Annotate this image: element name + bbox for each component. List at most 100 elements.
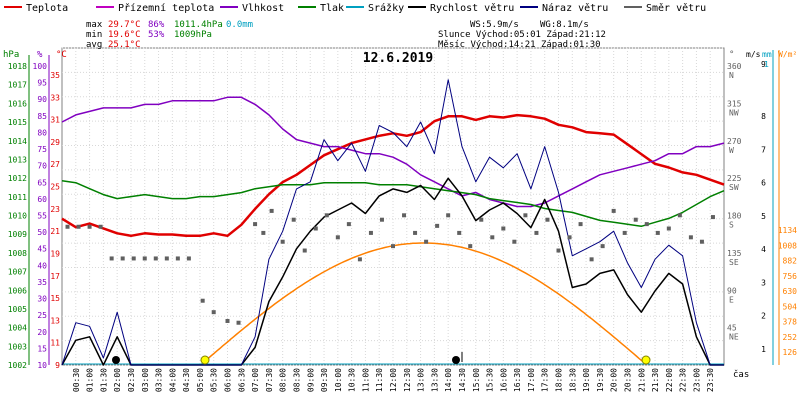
tick-pct: 55 bbox=[37, 212, 47, 221]
tick-x: 00:30 bbox=[72, 368, 81, 392]
tick-wm: 882 bbox=[783, 257, 798, 266]
tick-pct: 30 bbox=[37, 295, 47, 304]
point-smer-vetru bbox=[226, 319, 230, 323]
tick-x: 01:30 bbox=[99, 368, 108, 392]
tick-dir-label: E bbox=[729, 295, 734, 304]
tick-x: 15:00 bbox=[472, 368, 481, 392]
tick-pct: 60 bbox=[37, 195, 47, 204]
point-smer-vetru bbox=[623, 231, 627, 235]
tick-pct: 80 bbox=[37, 128, 47, 137]
tick-dir-label: SE bbox=[729, 258, 739, 267]
tick-wm: 1008 bbox=[778, 241, 797, 250]
tick-dir-deg: 315 bbox=[727, 99, 742, 108]
tick-c: 31 bbox=[50, 116, 60, 125]
point-smer-vetru bbox=[380, 218, 384, 222]
tick-hpa: 1012 bbox=[8, 174, 27, 183]
point-smer-vetru bbox=[121, 256, 125, 260]
tick-x: 15:30 bbox=[486, 368, 495, 392]
legend-label-smer-vetru: Směr větru bbox=[646, 2, 706, 14]
tick-x: 16:30 bbox=[513, 368, 522, 392]
legend-label-tlak: Tlak bbox=[320, 3, 344, 14]
tick-c: 13 bbox=[50, 316, 60, 325]
tick-x: 05:00 bbox=[196, 368, 205, 392]
tick-dir-label: S bbox=[729, 221, 734, 230]
plot-area bbox=[62, 48, 724, 365]
point-smer-vetru bbox=[347, 222, 351, 226]
tick-dir-deg: 90 bbox=[727, 286, 737, 295]
stat-sun: Slunce Východ:05:01 Západ:21:12 bbox=[438, 30, 606, 40]
point-smer-vetru bbox=[645, 222, 649, 226]
tick-x: 07:00 bbox=[251, 368, 260, 392]
tick-dir-deg: 360 bbox=[727, 62, 742, 71]
axis-unit-c: °C bbox=[56, 50, 67, 60]
point-smer-vetru bbox=[512, 240, 516, 244]
tick-pct: 45 bbox=[37, 245, 47, 254]
tick-pct: 85 bbox=[37, 112, 47, 121]
point-smer-vetru bbox=[143, 256, 147, 260]
point-smer-vetru bbox=[154, 256, 158, 260]
axis-unit-wm: W/m² bbox=[778, 50, 797, 59]
tick-x: 08:00 bbox=[279, 368, 288, 392]
tick-ms: 2 bbox=[761, 312, 766, 321]
tick-x: 22:30 bbox=[679, 368, 688, 392]
tick-dir-deg: 135 bbox=[727, 249, 742, 258]
tick-dir-label: N bbox=[729, 71, 734, 80]
point-smer-vetru bbox=[201, 299, 205, 303]
tick-x: 09:00 bbox=[306, 368, 315, 392]
tick-dir-label: SW bbox=[729, 183, 739, 192]
point-smer-vetru bbox=[358, 257, 362, 261]
tick-pct: 75 bbox=[37, 145, 47, 154]
axis-mm-top: 1 bbox=[764, 60, 769, 69]
tick-pct: 40 bbox=[37, 261, 47, 270]
tick-hpa: 1011 bbox=[8, 193, 27, 202]
tick-hpa: 1013 bbox=[8, 155, 27, 164]
tick-x: 12:00 bbox=[389, 368, 398, 392]
tick-x: 18:00 bbox=[555, 368, 564, 392]
point-smer-vetru bbox=[261, 231, 265, 235]
tick-pct: 95 bbox=[37, 79, 47, 88]
tick-x: 08:30 bbox=[292, 368, 301, 392]
point-smer-vetru bbox=[501, 227, 505, 231]
stat-ws: WS:5.9m/s bbox=[470, 20, 519, 30]
tick-hpa: 1004 bbox=[8, 324, 27, 333]
stat-min-hum: 53% bbox=[148, 30, 165, 40]
tick-pct: 10 bbox=[37, 361, 47, 370]
point-smer-vetru bbox=[77, 225, 81, 229]
tick-x: 02:30 bbox=[127, 368, 136, 392]
point-smer-vetru bbox=[212, 310, 216, 314]
tick-hpa: 1016 bbox=[8, 99, 27, 108]
point-smer-vetru bbox=[634, 218, 638, 222]
stat-moon: Měsíc Východ:14:21 Západ:01:30 bbox=[438, 40, 601, 50]
legend-label-vlhkost: Vlhkost bbox=[242, 3, 284, 14]
tick-x: 11:30 bbox=[375, 368, 384, 392]
tick-hpa: 1010 bbox=[8, 212, 27, 221]
tick-x: 07:30 bbox=[265, 368, 274, 392]
point-smer-vetru bbox=[391, 244, 395, 248]
axis-unit-ms: m/s bbox=[746, 50, 761, 59]
tick-ms: 8 bbox=[761, 112, 766, 121]
tick-hpa: 1015 bbox=[8, 118, 27, 127]
tick-hpa: 1007 bbox=[8, 268, 27, 277]
tick-hpa: 1014 bbox=[8, 137, 27, 146]
tick-pct: 100 bbox=[33, 62, 48, 71]
tick-pct: 35 bbox=[37, 278, 47, 287]
tick-dir-label: NE bbox=[729, 333, 739, 342]
tick-dir-label: W bbox=[729, 146, 734, 155]
point-smer-vetru bbox=[601, 244, 605, 248]
tick-wm: 378 bbox=[783, 318, 798, 327]
point-smer-vetru bbox=[303, 249, 307, 253]
point-smer-vetru bbox=[568, 235, 572, 239]
point-smer-vetru bbox=[325, 213, 329, 217]
tick-x: 06:30 bbox=[237, 368, 246, 392]
legend-label-naraz-vetru: Náraz větru bbox=[542, 2, 608, 14]
axis-x-label: čas bbox=[733, 369, 749, 380]
tick-ms: 5 bbox=[761, 212, 766, 221]
tick-hpa: 1009 bbox=[8, 230, 27, 239]
tick-wm: 252 bbox=[783, 333, 798, 342]
tick-hpa: 1008 bbox=[8, 249, 27, 258]
point-smer-vetru bbox=[590, 257, 594, 261]
tick-x: 23:00 bbox=[692, 368, 701, 392]
point-smer-vetru bbox=[424, 240, 428, 244]
tick-x: 10:30 bbox=[348, 368, 357, 392]
stat-max-hum: 86% bbox=[148, 20, 165, 30]
